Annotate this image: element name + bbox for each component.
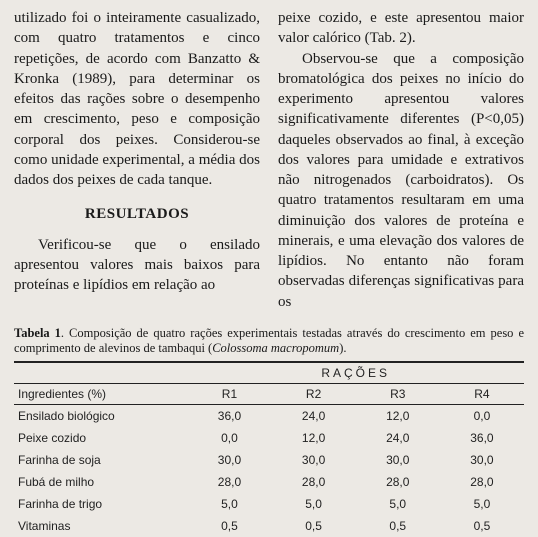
table-header-group-row: RAÇÕES [14, 362, 524, 384]
ingredient-value: 0,0 [440, 405, 524, 428]
ingredient-value: 30,0 [272, 449, 356, 471]
section-heading-resultados: RESULTADOS [14, 204, 260, 224]
ingredient-value: 5,0 [187, 493, 271, 515]
ingredient-name: Vitaminas [14, 515, 187, 537]
column-right: peixe cozido, e este apresentou maior va… [278, 8, 524, 312]
ingredient-value: 24,0 [272, 405, 356, 428]
ingredient-value: 5,0 [272, 493, 356, 515]
table-col-ingredientes: Ingredientes (%) [14, 384, 187, 405]
paragraph: Verificou-se que o ensilado apresentou v… [14, 235, 260, 296]
table-racoes: RAÇÕES Ingredientes (%) R1 R2 R3 R4 Ensi… [14, 361, 524, 537]
two-column-text: utilizado foi o inteiramente casualizado… [14, 8, 524, 312]
column-left: utilizado foi o inteiramente casualizado… [14, 8, 260, 312]
ingredient-value: 30,0 [440, 449, 524, 471]
ingredient-value: 30,0 [356, 449, 440, 471]
table-col-r2: R2 [272, 384, 356, 405]
table-col-r3: R3 [356, 384, 440, 405]
paragraph: utilizado foi o inteiramente casualizado… [14, 8, 260, 190]
ingredient-value: 30,0 [187, 449, 271, 471]
ingredient-value: 0,0 [187, 427, 271, 449]
ingredient-value: 0,5 [440, 515, 524, 537]
paragraph: Observou-se que a composição bromatológi… [278, 49, 524, 312]
ingredient-value: 12,0 [272, 427, 356, 449]
ingredient-value: 5,0 [440, 493, 524, 515]
ingredient-value: 28,0 [356, 471, 440, 493]
ingredient-value: 5,0 [356, 493, 440, 515]
paragraph: peixe cozido, e este apresentou maior va… [278, 8, 524, 49]
ingredient-value: 36,0 [440, 427, 524, 449]
table-row: Farinha de trigo5,05,05,05,0 [14, 493, 524, 515]
table-row: Vitaminas0,50,50,50,5 [14, 515, 524, 537]
ingredient-name: Farinha de soja [14, 449, 187, 471]
ingredient-value: 28,0 [440, 471, 524, 493]
ingredient-value: 0,5 [356, 515, 440, 537]
table-col-r4: R4 [440, 384, 524, 405]
ingredient-value: 0,5 [187, 515, 271, 537]
ingredient-value: 24,0 [356, 427, 440, 449]
ingredient-value: 12,0 [356, 405, 440, 428]
ingredient-value: 28,0 [272, 471, 356, 493]
ingredient-name: Fubá de milho [14, 471, 187, 493]
table-col-r1: R1 [187, 384, 271, 405]
ingredient-name: Farinha de trigo [14, 493, 187, 515]
ingredient-value: 36,0 [187, 405, 271, 428]
table-caption: Tabela 1. Composição de quatro rações ex… [14, 326, 524, 357]
table-row: Farinha de soja30,030,030,030,0 [14, 449, 524, 471]
table-row: Ensilado biológico36,024,012,00,0 [14, 405, 524, 428]
table-header-group: RAÇÕES [187, 362, 524, 384]
ingredient-value: 0,5 [272, 515, 356, 537]
table-row: Peixe cozido0,012,024,036,0 [14, 427, 524, 449]
caption-italic: Colossoma macropomum [212, 341, 339, 355]
ingredient-name: Peixe cozido [14, 427, 187, 449]
caption-end: ). [339, 341, 346, 355]
table-row: Fubá de milho28,028,028,028,0 [14, 471, 524, 493]
table-header-row: Ingredientes (%) R1 R2 R3 R4 [14, 384, 524, 405]
ingredient-value: 28,0 [187, 471, 271, 493]
ingredient-name: Ensilado biológico [14, 405, 187, 428]
caption-label: Tabela 1 [14, 326, 61, 340]
